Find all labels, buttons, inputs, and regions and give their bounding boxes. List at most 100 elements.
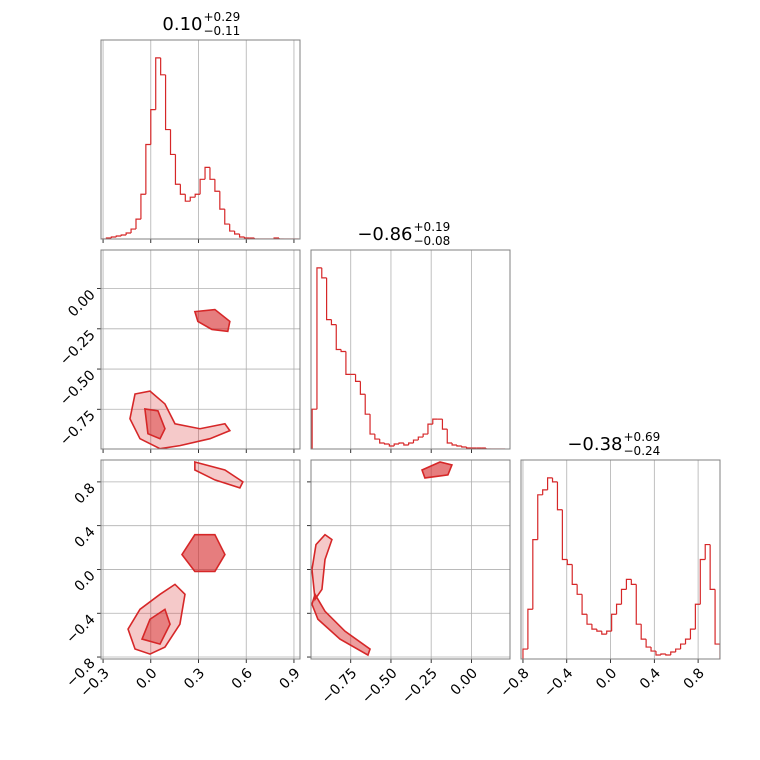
hist-step [234,231,240,235]
panel: −0.3 0.0 0.3 0.6 0.90.80.40.0−0.4−0.8 [63,459,304,701]
hist-step [684,638,691,645]
hist-step [625,578,632,590]
panel-frame [310,459,511,660]
panel: 0.00 −0.25−0.50−0.75 [57,249,301,453]
hist-step [689,628,696,640]
y-tick-label: 0.0 [72,568,99,595]
hist-step [393,443,399,447]
hist-step [321,267,327,279]
x-tick-label: 0.4 [637,665,664,692]
contour [140,608,171,646]
contour [311,592,371,657]
hist-step [417,436,424,441]
hist-step [537,494,543,540]
hist-step [527,608,533,650]
hist-step [542,489,548,495]
hist-step [620,588,627,605]
hist-step [704,543,711,560]
contour [180,533,226,573]
panel-title: −0.38 [567,434,622,455]
title-plus: +0.69 [624,430,661,444]
title-minus: −0.08 [414,234,451,248]
x-tick-label: 0.8 [681,665,708,692]
hist-step [635,584,642,625]
hist-step [374,434,380,440]
hist-step [330,319,337,326]
hist-step [679,643,686,650]
hist-step [403,443,409,446]
hist-step [606,630,612,635]
contour [129,390,232,449]
panel: −0.8 −0.4 0.0 0.4 0.8 −0.38 +0.69−0.24 [497,430,721,701]
panel: −0.75−0.50−0.25 0.00 [307,459,511,707]
hist-step [596,629,602,632]
x-tick-label: 0.00 [448,665,481,698]
hist-step [709,544,716,590]
hist-step [640,624,647,640]
hist-step [412,439,419,444]
hist-step [670,651,676,656]
title-minus: −0.24 [624,444,661,458]
hist-step [660,653,666,656]
y-tick-label: −0.50 [57,367,99,409]
hist-step [465,447,472,449]
hist-step [591,624,597,630]
y-tick-label: −0.25 [57,327,99,369]
hist-step [145,143,151,195]
hist-step [456,445,462,447]
hist-step [576,584,583,595]
hist-step [571,564,578,585]
hist-step [278,238,284,239]
x-tick-label: −0.75 [319,665,361,707]
contour [311,533,333,602]
x-tick-label: −0.25 [399,665,441,707]
panel-title: −0.86 [357,224,412,245]
panel: −0.86 +0.19−0.08 [310,220,511,453]
hist-step [665,654,671,656]
hist-step [522,648,528,659]
hist-step [140,193,146,220]
hist-step [340,349,346,353]
hist-step [441,419,448,430]
hist-step [532,539,538,610]
hist-step [650,647,656,652]
y-tick-label: 0.8 [72,480,99,507]
x-tick-label: −0.50 [359,665,401,707]
hist-step [586,614,592,625]
hist-step [164,74,171,131]
hist-step [379,439,385,444]
hist-step [630,579,637,585]
hist-step [655,651,661,656]
hist-step [551,477,558,483]
hist-step [359,381,366,395]
hist-step [645,639,652,648]
hist-step [408,442,414,446]
hist-step [120,234,127,237]
hist-step [345,351,351,375]
hist-step [675,648,681,653]
hist-step [169,129,176,156]
hist-step [214,179,220,192]
hist-step [238,234,245,238]
hist-step [561,509,568,561]
hist-step [204,166,210,180]
hist-step [388,444,395,447]
hist-step [566,559,573,566]
hist-step [179,184,186,195]
panel-frame [100,39,301,240]
y-tick-label: −0.4 [63,612,98,647]
hist-step [422,433,428,438]
title-minus: −0.11 [204,24,241,38]
x-tick-label: 0.0 [593,665,620,692]
x-tick-label: −0.4 [541,665,576,700]
hist-step [174,154,181,185]
hist-step [556,481,563,511]
hist-step [160,57,166,76]
hist-step [194,193,201,198]
contour [143,407,166,440]
x-tick-label: −0.8 [497,665,532,700]
hist-step [398,442,404,445]
hist-step [461,446,467,448]
hist-step [335,324,342,351]
hist-step [311,408,317,449]
